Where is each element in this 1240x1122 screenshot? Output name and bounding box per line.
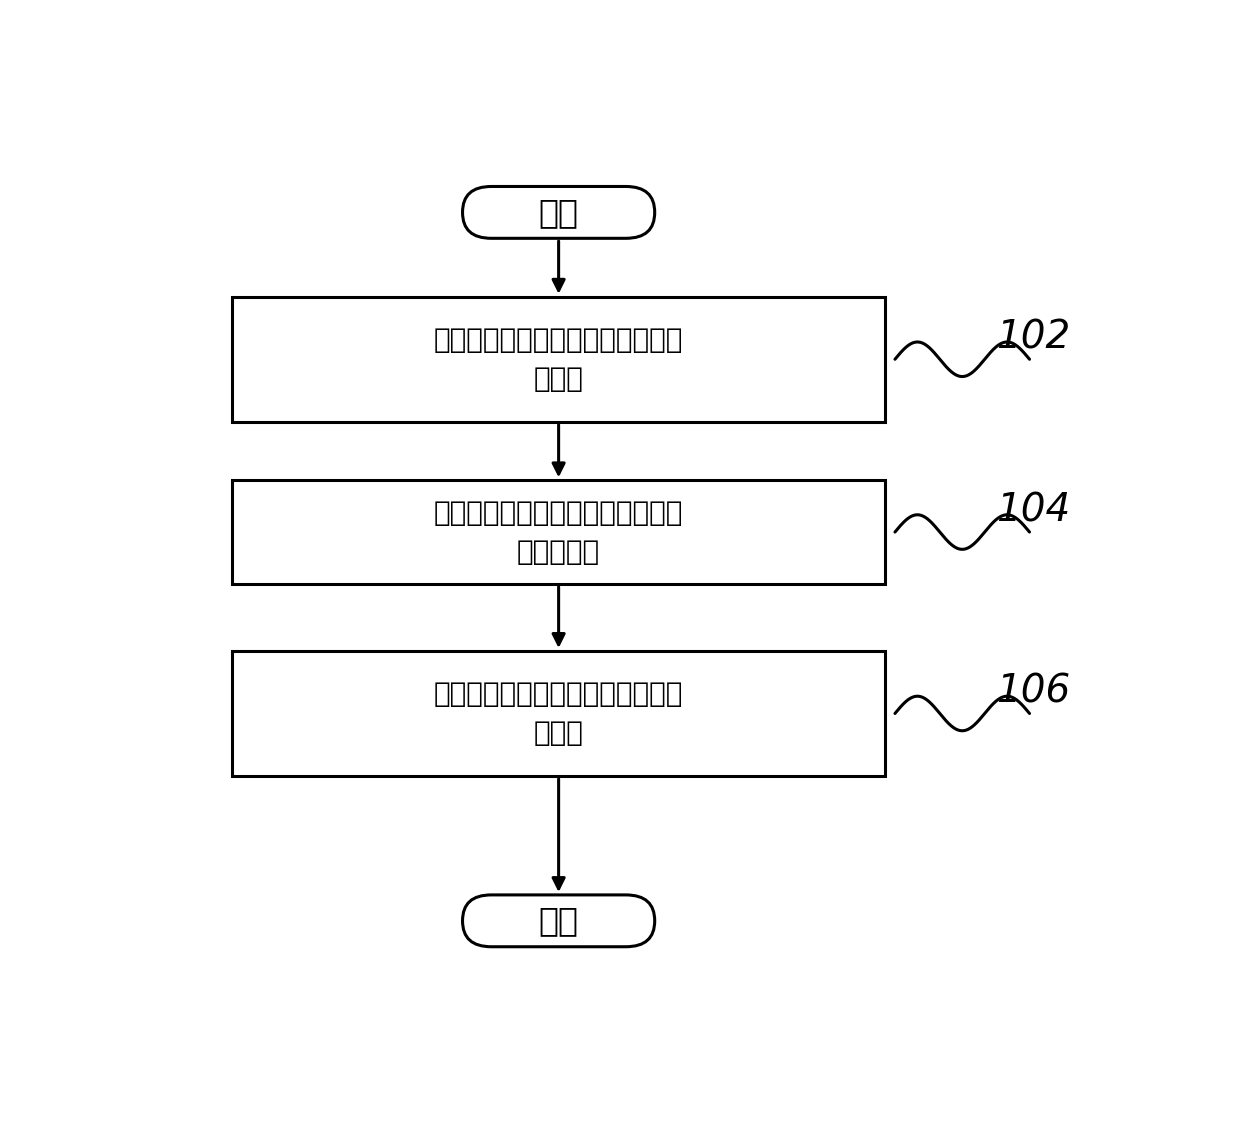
Text: 根据当前位置和目标种植位置，反
馈工作信号: 根据当前位置和目标种植位置，反 馈工作信号 bbox=[434, 498, 683, 565]
Text: 展示当前位置、目标种植位置及工
作信号: 展示当前位置、目标种植位置及工 作信号 bbox=[434, 680, 683, 747]
Text: 结束: 结束 bbox=[538, 904, 579, 937]
FancyBboxPatch shape bbox=[463, 895, 655, 947]
FancyBboxPatch shape bbox=[232, 480, 885, 583]
FancyBboxPatch shape bbox=[232, 651, 885, 776]
Text: 102: 102 bbox=[996, 319, 1070, 357]
Text: 获取目标种植位置和手术器械的当
前位置: 获取目标种植位置和手术器械的当 前位置 bbox=[434, 325, 683, 393]
Text: 104: 104 bbox=[996, 491, 1070, 530]
FancyBboxPatch shape bbox=[463, 186, 655, 238]
Text: 开始: 开始 bbox=[538, 196, 579, 229]
FancyBboxPatch shape bbox=[232, 296, 885, 422]
Text: 106: 106 bbox=[996, 673, 1070, 711]
